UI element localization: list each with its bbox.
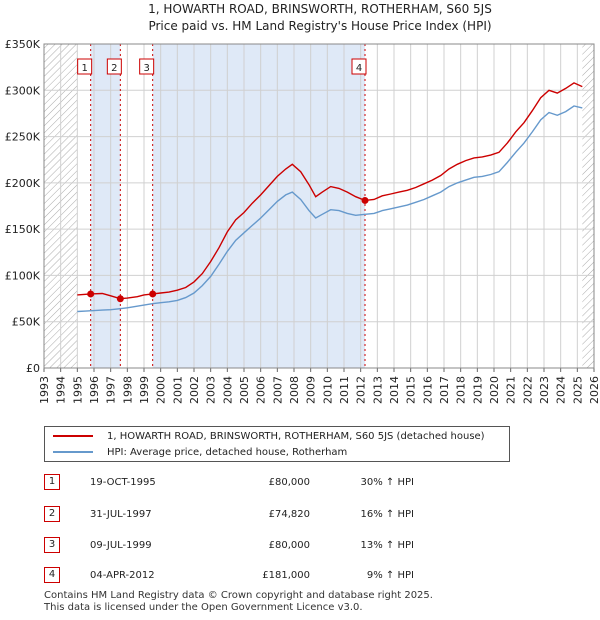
hatched-region: [582, 44, 594, 368]
x-tick-label: 2004: [221, 376, 234, 404]
x-tick-label: 2021: [505, 376, 518, 404]
sale-point: [149, 290, 157, 298]
transaction-date: 19-OCT-1995: [90, 477, 156, 488]
x-tick-label: 1997: [105, 376, 118, 404]
y-tick-label: £50K: [12, 316, 41, 329]
sale-point: [116, 295, 124, 303]
legend-property: 1, HOWARTH ROAD, BRINSWORTH, ROTHERHAM, …: [53, 429, 485, 445]
sale-label-text: 2: [111, 63, 117, 74]
transaction-price: £80,000: [268, 477, 310, 488]
x-tick-label: 2001: [171, 376, 184, 404]
x-tick-label: 1999: [138, 376, 151, 404]
y-tick-label: £300K: [5, 84, 41, 97]
transaction-number: 4: [44, 567, 60, 583]
x-tick-label: 2015: [405, 376, 418, 404]
x-tick-label: 2018: [455, 376, 468, 404]
hpi-line: [77, 105, 583, 313]
transaction-price: £181,000: [262, 570, 310, 581]
transaction-number: 3: [44, 537, 60, 553]
transaction-hpi: 30% ↑ HPI: [360, 477, 414, 488]
x-tick-label: 2013: [371, 376, 384, 404]
x-tick-label: 2023: [538, 376, 551, 404]
x-tick-label: 2026: [588, 376, 600, 404]
price-chart: 1, HOWARTH ROAD, BRINSWORTH, ROTHERHAM, …: [5, 2, 600, 404]
x-tick-label: 2006: [255, 376, 268, 404]
x-tick-label: 2005: [238, 376, 251, 404]
sale-label-text: 1: [81, 63, 87, 74]
footer-licence: This data is licensed under the Open Gov…: [44, 602, 363, 613]
footer: Contains HM Land Registry data © Crown c…: [44, 590, 433, 614]
x-tick-label: 2017: [438, 376, 451, 404]
y-tick-label: £200K: [5, 177, 41, 190]
series-lines: [77, 82, 583, 313]
x-tick-label: 2025: [571, 376, 584, 404]
y-tick-label: £250K: [5, 131, 41, 144]
x-tick-label: 2012: [355, 376, 368, 404]
transaction-number: 1: [44, 474, 60, 490]
x-tick-label: 2008: [288, 376, 301, 404]
x-tick-label: 2024: [555, 376, 568, 404]
y-tick-label: £0: [26, 362, 40, 375]
x-axis-ticks: 1993 1994 1995 1996 1997 1998 1999 2000 2001 2002…: [38, 368, 600, 404]
plot-frame: [43, 43, 595, 369]
x-tick-label: 1996: [88, 376, 101, 404]
transaction-date: 31-JUL-1997: [90, 509, 152, 520]
shaded-region: [90, 44, 121, 368]
y-tick-label: £350K: [5, 38, 41, 51]
legend-property-swatch: [53, 435, 93, 437]
transaction-hpi: 13% ↑ HPI: [360, 540, 414, 551]
sale-markers: 1 2 3 4: [77, 58, 369, 303]
shaded-region: [152, 44, 365, 368]
y-tick-label: £100K: [5, 269, 41, 282]
sale-label-text: 4: [356, 63, 362, 74]
transaction-date: 04-APR-2012: [90, 570, 155, 581]
chart-title: 1, HOWARTH ROAD, BRINSWORTH, ROTHERHAM, …: [148, 2, 492, 16]
legend: 1, HOWARTH ROAD, BRINSWORTH, ROTHERHAM, …: [44, 426, 510, 462]
x-tick-label: 2007: [271, 376, 284, 404]
sale-point: [87, 290, 95, 298]
sale-point: [361, 196, 369, 204]
sale-label-box: [351, 58, 367, 75]
x-tick-label: 1994: [55, 376, 68, 404]
x-tick-label: 1998: [121, 376, 134, 404]
property-price-line: [77, 82, 583, 300]
x-tick-label: 1995: [71, 376, 84, 404]
y-axis-ticks: £0 £50K £100K £150K £200K £250K £300K £350K: [5, 38, 41, 375]
x-tick-label: 1993: [38, 376, 51, 404]
sale-label-box: [139, 58, 155, 75]
x-tick-label: 2009: [305, 376, 318, 404]
transaction-number: 2: [44, 506, 60, 522]
chart-subtitle: Price paid vs. HM Land Registry's House …: [148, 19, 491, 33]
sale-label-text: 3: [143, 63, 149, 74]
x-tick-label: 2016: [421, 376, 434, 404]
x-tick-label: 2022: [521, 376, 534, 404]
x-tick-label: 2003: [205, 376, 218, 404]
x-tick-label: 2000: [155, 376, 168, 404]
transaction-hpi: 9% ↑ HPI: [366, 570, 414, 581]
x-tick-label: 2002: [188, 376, 201, 404]
x-tick-label: 2011: [338, 376, 351, 404]
x-tick-label: 2010: [321, 376, 334, 404]
transaction-price: £80,000: [268, 540, 310, 551]
legend-property-label: 1, HOWARTH ROAD, BRINSWORTH, ROTHERHAM, …: [107, 431, 485, 442]
footer-copyright: Contains HM Land Registry data © Crown c…: [44, 590, 433, 601]
sale-label-box: [106, 58, 122, 75]
legend-hpi: HPI: Average price, detached house, Roth…: [53, 445, 347, 461]
transaction-hpi: 16% ↑ HPI: [360, 509, 414, 520]
transaction-date: 09-JUL-1999: [90, 540, 152, 551]
transaction-price: £74,820: [268, 509, 310, 520]
x-tick-label: 2019: [471, 376, 484, 404]
y-tick-label: £150K: [5, 223, 41, 236]
x-tick-label: 2020: [488, 376, 501, 404]
x-tick-label: 2014: [388, 376, 401, 404]
legend-hpi-label: HPI: Average price, detached house, Roth…: [107, 447, 348, 458]
sale-label-box: [77, 58, 93, 75]
legend-hpi-swatch: [53, 451, 93, 453]
shaded-regions: [44, 44, 594, 368]
